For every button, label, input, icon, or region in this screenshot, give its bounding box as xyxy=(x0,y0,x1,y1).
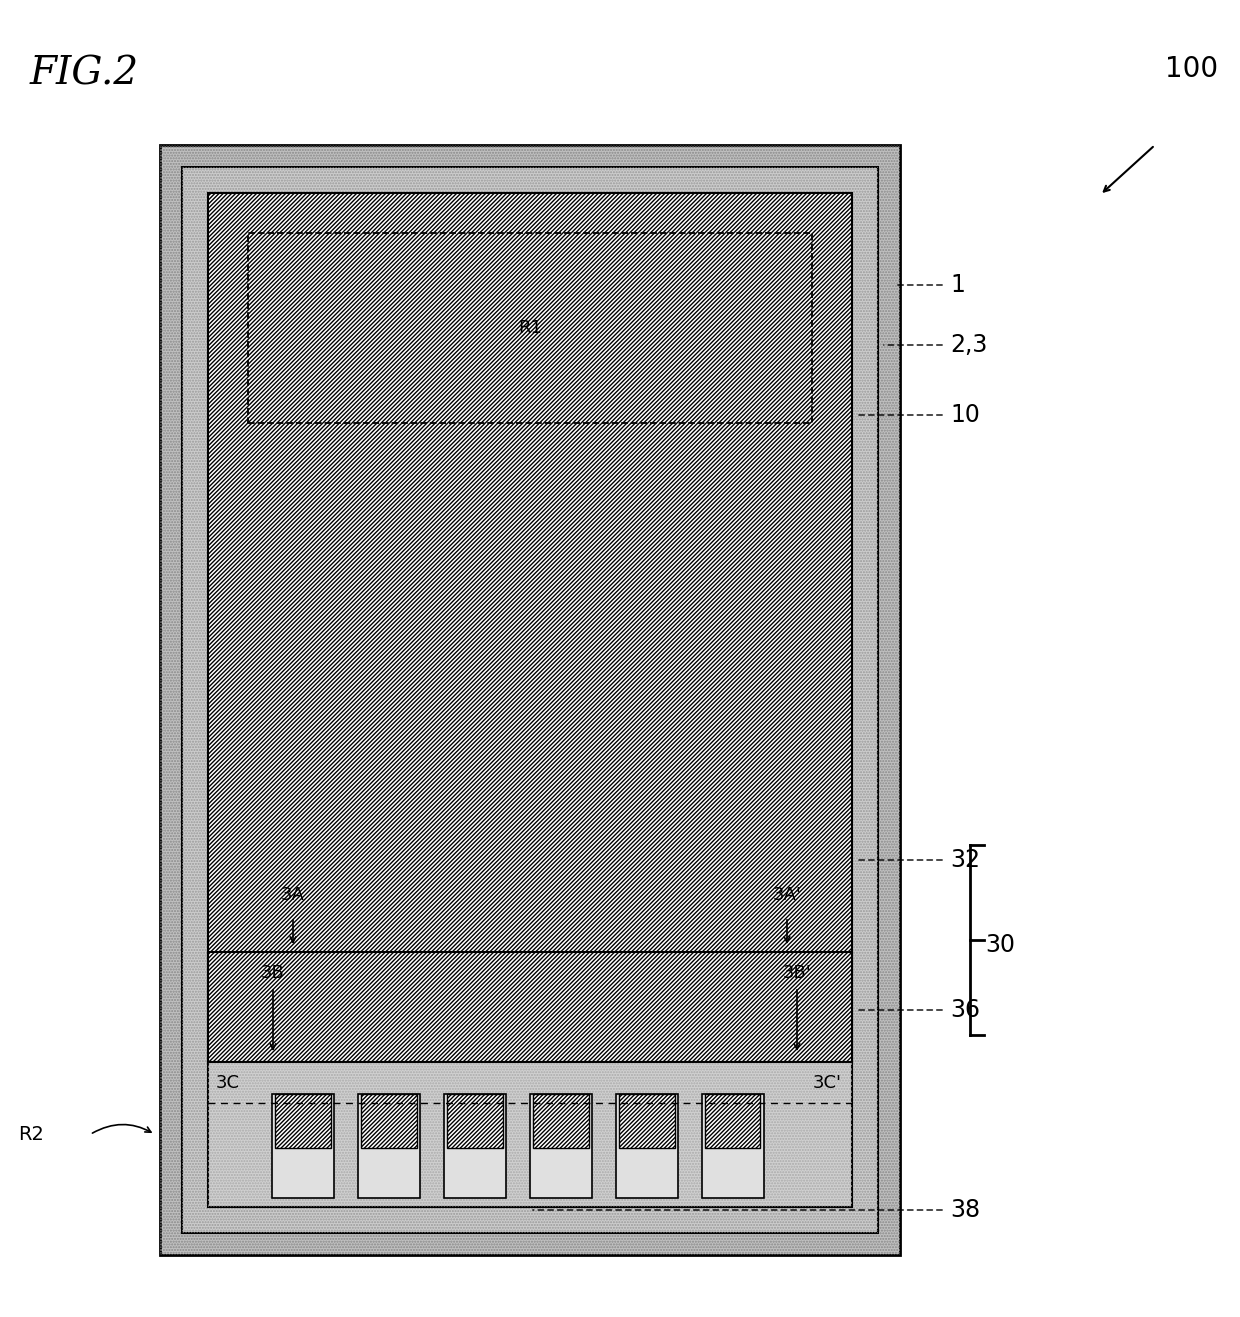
Bar xyxy=(273,1094,335,1198)
Text: 100: 100 xyxy=(1166,55,1218,83)
Bar xyxy=(358,1094,420,1198)
Bar xyxy=(182,167,878,1233)
Bar xyxy=(208,1062,852,1206)
Bar xyxy=(444,1094,506,1198)
Text: 2,3: 2,3 xyxy=(950,333,987,357)
Bar xyxy=(208,194,852,1062)
Bar xyxy=(208,952,852,1062)
Text: R2: R2 xyxy=(19,1125,43,1144)
Bar xyxy=(619,1094,675,1148)
Text: 3A': 3A' xyxy=(773,886,801,903)
Bar xyxy=(533,1094,589,1148)
Bar xyxy=(182,167,878,1233)
Bar xyxy=(160,145,900,1255)
Text: 3C': 3C' xyxy=(813,1073,842,1092)
Bar xyxy=(704,1094,760,1148)
Bar xyxy=(448,1094,503,1148)
Text: 38: 38 xyxy=(950,1198,980,1222)
Text: FIG.2: FIG.2 xyxy=(30,55,139,92)
Bar xyxy=(361,1094,417,1148)
Text: 3B': 3B' xyxy=(782,964,811,982)
Text: 3B: 3B xyxy=(262,964,285,982)
Bar xyxy=(275,1094,331,1148)
Bar xyxy=(208,1062,852,1206)
Text: 3A: 3A xyxy=(281,886,305,903)
Text: 10: 10 xyxy=(950,403,980,427)
Bar xyxy=(616,1094,678,1198)
Text: 36: 36 xyxy=(950,998,980,1022)
Bar xyxy=(702,1094,764,1198)
Text: R1: R1 xyxy=(518,319,542,337)
Text: 32: 32 xyxy=(950,848,980,872)
Text: 1: 1 xyxy=(950,273,965,298)
Bar xyxy=(529,1094,591,1198)
Bar xyxy=(160,145,900,1255)
Text: 3C: 3C xyxy=(216,1073,241,1092)
Bar xyxy=(248,233,812,423)
Text: 30: 30 xyxy=(985,932,1016,957)
